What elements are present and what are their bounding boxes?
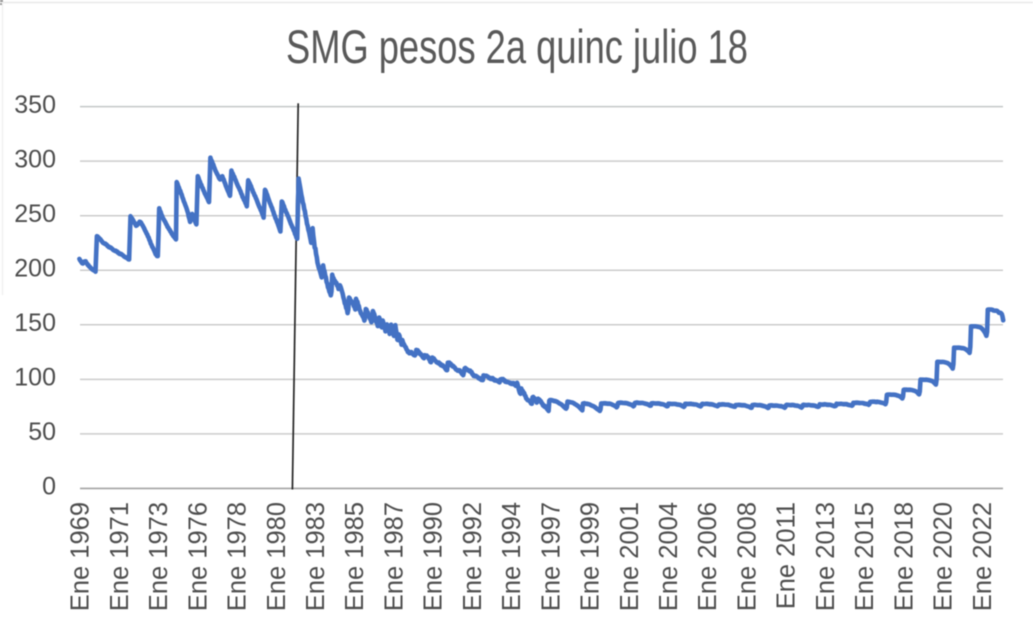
svg-text:Ene 2015: Ene 2015 bbox=[851, 502, 879, 611]
svg-text:Ene 1997: Ene 1997 bbox=[537, 502, 565, 611]
svg-text:Ene 1992: Ene 1992 bbox=[459, 502, 487, 611]
svg-text:Ene 1973: Ene 1973 bbox=[145, 502, 173, 611]
svg-text:Ene 1976: Ene 1976 bbox=[184, 502, 212, 611]
svg-text:50: 50 bbox=[28, 418, 56, 446]
svg-text:350: 350 bbox=[14, 91, 56, 119]
svg-text:SMG pesos 2a quinc julio 18: SMG pesos 2a quinc julio 18 bbox=[286, 20, 748, 73]
svg-text:Ene 2022: Ene 2022 bbox=[969, 502, 997, 611]
svg-text:Ene 1980: Ene 1980 bbox=[263, 502, 291, 611]
svg-text:Ene 2020: Ene 2020 bbox=[930, 502, 958, 611]
svg-text:Ene 2018: Ene 2018 bbox=[890, 502, 918, 611]
svg-text:0: 0 bbox=[42, 473, 56, 501]
svg-text:Ene 2008: Ene 2008 bbox=[733, 502, 761, 611]
svg-text:Ene 1985: Ene 1985 bbox=[341, 502, 369, 611]
svg-text:Ene 1983: Ene 1983 bbox=[302, 502, 330, 611]
svg-text:Ene 1978: Ene 1978 bbox=[224, 502, 252, 611]
svg-text:Ene 1990: Ene 1990 bbox=[420, 502, 448, 611]
svg-text:Ene 2001: Ene 2001 bbox=[616, 502, 644, 611]
svg-text:Ene 2013: Ene 2013 bbox=[812, 502, 840, 611]
svg-text:Ene 1994: Ene 1994 bbox=[498, 502, 526, 611]
svg-text:Ene 2006: Ene 2006 bbox=[694, 502, 722, 611]
svg-text:150: 150 bbox=[14, 309, 56, 337]
svg-text:Ene 1987: Ene 1987 bbox=[380, 502, 408, 611]
svg-text:100: 100 bbox=[14, 364, 56, 392]
svg-text:Ene 1999: Ene 1999 bbox=[577, 502, 605, 611]
svg-text:Ene 2004: Ene 2004 bbox=[655, 502, 683, 611]
svg-text:Ene 1969: Ene 1969 bbox=[67, 502, 95, 611]
svg-text:Ene 2011: Ene 2011 bbox=[773, 502, 801, 609]
svg-text:200: 200 bbox=[14, 254, 56, 282]
svg-text:300: 300 bbox=[14, 145, 56, 173]
svg-text:250: 250 bbox=[14, 200, 56, 228]
svg-text:Ene 1971: Ene 1971 bbox=[106, 502, 134, 611]
